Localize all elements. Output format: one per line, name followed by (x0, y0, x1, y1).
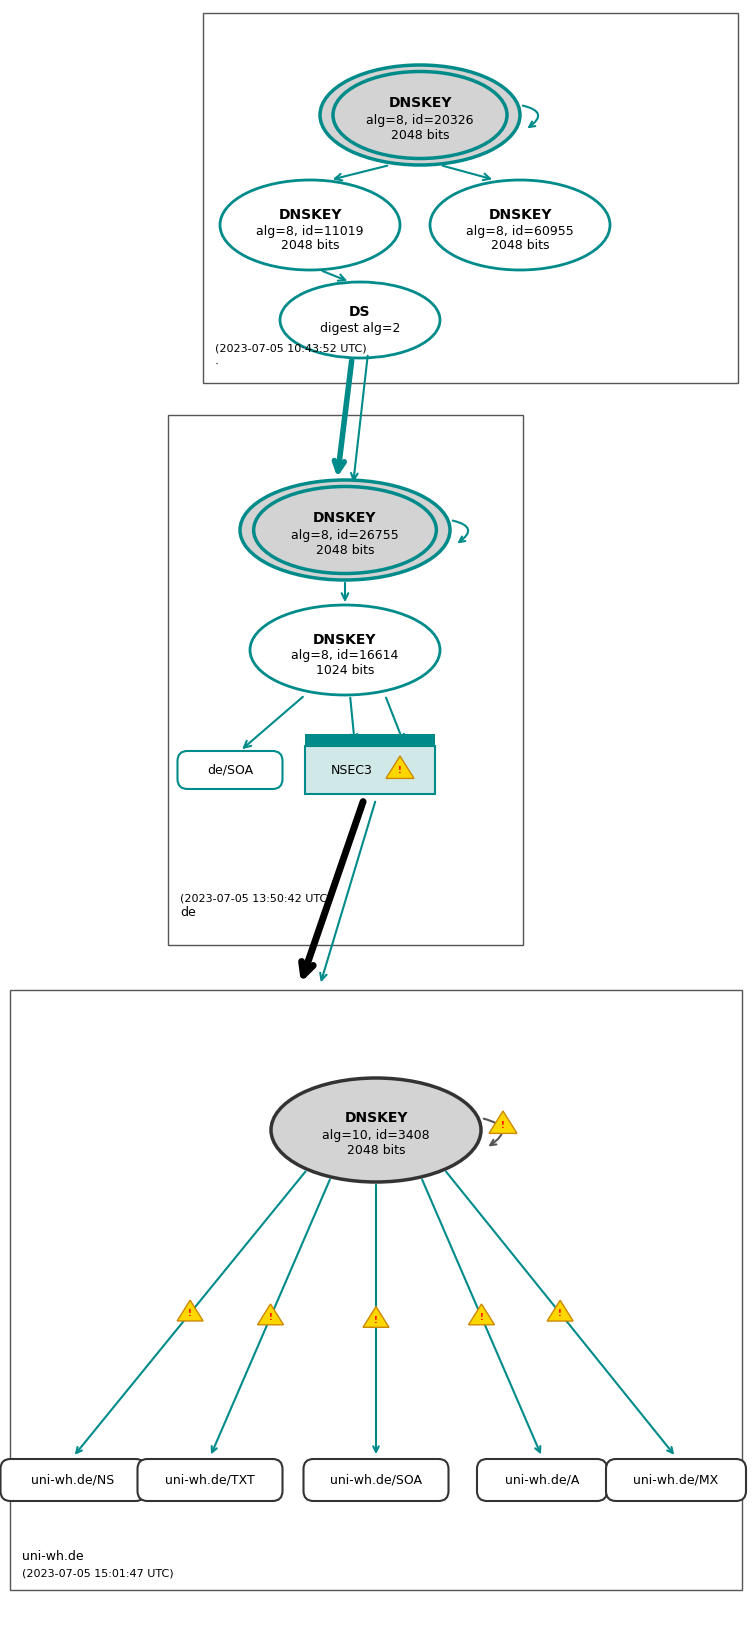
Bar (10, 990, 742, 1590)
Ellipse shape (430, 180, 610, 270)
Text: 2048 bits: 2048 bits (391, 129, 449, 142)
Text: alg=8, id=60955: alg=8, id=60955 (466, 224, 574, 237)
Text: DNSKEY: DNSKEY (314, 511, 377, 525)
Text: uni-wh.de/A: uni-wh.de/A (505, 1474, 579, 1487)
FancyBboxPatch shape (138, 1459, 283, 1502)
Text: !: ! (558, 1309, 562, 1319)
Text: alg=10, id=3408: alg=10, id=3408 (322, 1129, 430, 1142)
Text: uni-wh.de/MX: uni-wh.de/MX (633, 1474, 719, 1487)
Polygon shape (363, 1307, 389, 1327)
Polygon shape (257, 1304, 284, 1325)
Text: 2048 bits: 2048 bits (280, 239, 339, 252)
Text: digest alg=2: digest alg=2 (320, 322, 400, 335)
Text: 2048 bits: 2048 bits (491, 239, 549, 252)
Text: !: ! (188, 1309, 192, 1319)
Text: (2023-07-05 15:01:47 UTC): (2023-07-05 15:01:47 UTC) (22, 1569, 174, 1578)
Text: de: de (180, 905, 196, 918)
Text: alg=8, id=26755: alg=8, id=26755 (291, 528, 399, 541)
Text: 2048 bits: 2048 bits (316, 544, 374, 557)
Ellipse shape (250, 605, 440, 694)
Ellipse shape (320, 65, 520, 165)
Text: uni-wh.de/NS: uni-wh.de/NS (32, 1474, 114, 1487)
Ellipse shape (240, 480, 450, 580)
FancyBboxPatch shape (606, 1459, 746, 1502)
FancyBboxPatch shape (477, 1459, 607, 1502)
Bar (203, 13, 738, 382)
FancyBboxPatch shape (1, 1459, 145, 1502)
Polygon shape (177, 1301, 203, 1320)
Ellipse shape (271, 1078, 481, 1181)
Text: DNSKEY: DNSKEY (278, 208, 341, 222)
FancyBboxPatch shape (304, 1459, 448, 1502)
Ellipse shape (220, 180, 400, 270)
Text: !: ! (374, 1315, 378, 1325)
Text: 1024 bits: 1024 bits (316, 663, 374, 676)
Text: 2048 bits: 2048 bits (347, 1144, 405, 1157)
Text: (2023-07-05 10:43:52 UTC): (2023-07-05 10:43:52 UTC) (215, 343, 367, 353)
Bar (305, 734, 435, 747)
Text: DS: DS (349, 306, 371, 319)
Text: (2023-07-05 13:50:42 UTC): (2023-07-05 13:50:42 UTC) (180, 894, 332, 904)
Text: !: ! (501, 1121, 505, 1131)
Polygon shape (489, 1111, 517, 1134)
Text: DNSKEY: DNSKEY (314, 632, 377, 647)
Text: alg=8, id=16614: alg=8, id=16614 (291, 649, 399, 662)
Polygon shape (468, 1304, 495, 1325)
Text: !: ! (480, 1314, 484, 1322)
Polygon shape (547, 1301, 573, 1320)
Bar (168, 415, 523, 944)
Text: uni-wh.de/SOA: uni-wh.de/SOA (330, 1474, 422, 1487)
Text: DNSKEY: DNSKEY (488, 208, 552, 222)
Text: alg=8, id=20326: alg=8, id=20326 (366, 113, 474, 126)
Text: de/SOA: de/SOA (207, 763, 253, 776)
FancyBboxPatch shape (177, 752, 283, 789)
Text: !: ! (268, 1314, 272, 1322)
Text: DNSKEY: DNSKEY (388, 96, 452, 109)
Text: alg=8, id=11019: alg=8, id=11019 (256, 224, 364, 237)
Text: DNSKEY: DNSKEY (344, 1111, 408, 1124)
Ellipse shape (280, 283, 440, 358)
Text: NSEC3: NSEC3 (331, 763, 373, 776)
Text: uni-wh.de/TXT: uni-wh.de/TXT (165, 1474, 255, 1487)
Text: uni-wh.de: uni-wh.de (22, 1549, 83, 1562)
Bar (305, 747, 435, 794)
Polygon shape (386, 757, 414, 778)
Text: .: . (215, 353, 219, 366)
Text: !: ! (398, 766, 402, 775)
